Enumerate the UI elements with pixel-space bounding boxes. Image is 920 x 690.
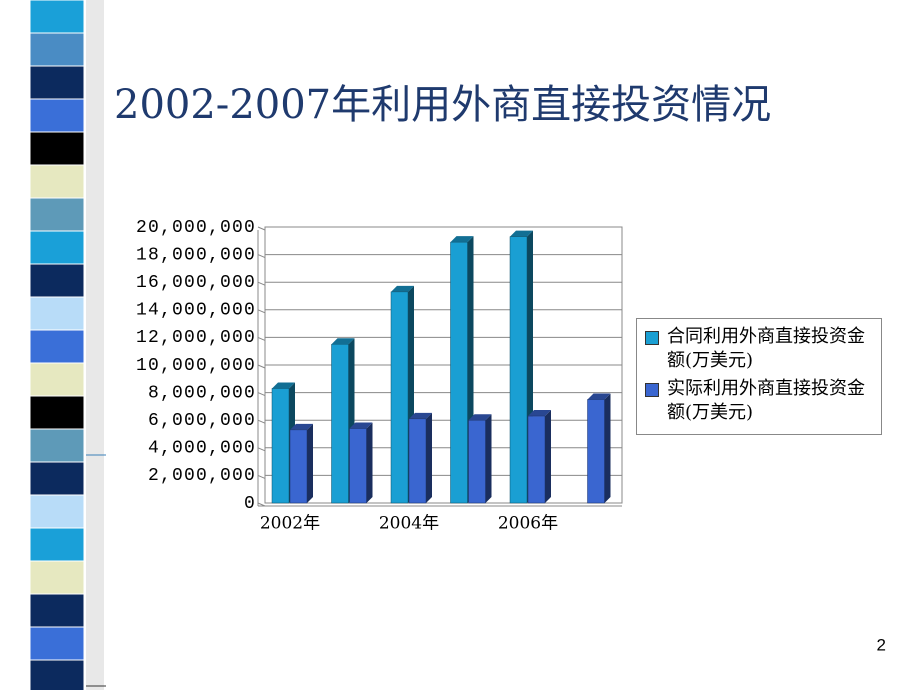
bar-side xyxy=(485,414,492,503)
y-tick-label: 10,000,000 xyxy=(136,356,256,376)
bar-top xyxy=(290,423,313,430)
bar-top xyxy=(409,412,432,419)
decor-square xyxy=(29,164,85,199)
decor-square xyxy=(29,263,85,298)
tick-mark xyxy=(257,419,266,424)
bar-top xyxy=(450,236,474,243)
y-tick-label: 12,000,000 xyxy=(136,328,256,348)
legend-item: 合同利用外商直接投资金额(万美元) xyxy=(641,325,877,373)
bar xyxy=(390,291,409,504)
bar xyxy=(468,419,486,504)
decor-square xyxy=(29,131,85,166)
x-tick-label: 2006年 xyxy=(498,514,558,534)
decor-square xyxy=(29,428,85,463)
decor-square xyxy=(29,659,85,690)
decor-square xyxy=(29,593,85,628)
y-tick-label: 4,000,000 xyxy=(148,439,256,459)
decor-square xyxy=(29,494,85,529)
bar xyxy=(527,415,546,504)
decor-square xyxy=(29,0,85,34)
bar-top xyxy=(391,285,414,292)
tick-mark xyxy=(257,364,266,369)
bar-side xyxy=(426,412,432,503)
decor-square xyxy=(29,395,85,430)
bar-side xyxy=(604,393,611,503)
y-tick-label: 2,000,000 xyxy=(148,466,256,486)
x-tick-label: 2002年 xyxy=(260,514,320,534)
decor-square xyxy=(29,296,85,331)
bar-side xyxy=(307,423,313,503)
legend-swatch xyxy=(645,331,659,345)
page-number: 2 xyxy=(877,635,886,654)
decor-square xyxy=(29,98,85,133)
decor-square xyxy=(29,32,85,67)
bar xyxy=(289,429,308,504)
bar-top xyxy=(331,338,355,345)
x-tick-label: 2004年 xyxy=(379,514,439,534)
y-tick-label: 20,000,000 xyxy=(136,218,256,238)
legend-label: 合同利用外商直接投资金额(万美元) xyxy=(667,326,865,371)
tick-mark xyxy=(257,336,266,341)
bar-top xyxy=(468,414,492,421)
decor-square xyxy=(29,362,85,397)
y-tick-label: 16,000,000 xyxy=(136,273,256,293)
bar xyxy=(349,428,367,504)
y-tick-label: 18,000,000 xyxy=(136,245,256,265)
decor-square xyxy=(29,197,85,232)
bar xyxy=(509,236,528,504)
bar-side xyxy=(366,422,373,503)
bar-top xyxy=(587,393,611,400)
decor-square xyxy=(29,626,85,661)
bar xyxy=(450,241,468,504)
decor-square xyxy=(29,560,85,595)
decor-strip xyxy=(29,0,85,690)
bar xyxy=(271,388,290,504)
bar-top xyxy=(272,382,295,389)
decor-square xyxy=(29,329,85,364)
bar-top xyxy=(510,230,533,237)
tick-mark xyxy=(257,392,266,397)
y-tick-label: 8,000,000 xyxy=(148,383,256,403)
y-tick-label: 14,000,000 xyxy=(136,301,256,321)
bar-top xyxy=(349,422,373,429)
tick-mark xyxy=(257,281,266,286)
tick-mark xyxy=(257,309,266,314)
bar xyxy=(587,399,605,504)
y-tick-label: 0 xyxy=(244,494,256,514)
bar-top xyxy=(528,410,551,417)
decor-shadow xyxy=(86,0,104,690)
slide-title: 2002-2007年利用外商直接投资情况 xyxy=(114,82,771,128)
legend-label: 实际利用外商直接投资金额(万美元) xyxy=(667,378,865,423)
legend-swatch xyxy=(645,383,659,397)
decor-square xyxy=(29,461,85,496)
bar-side xyxy=(545,410,551,503)
tick-mark xyxy=(257,226,266,231)
tick-mark xyxy=(257,474,266,479)
bar xyxy=(331,344,349,504)
tick-mark xyxy=(257,447,266,452)
bar xyxy=(408,418,427,504)
tick-mark xyxy=(257,254,266,259)
decor-square xyxy=(29,527,85,562)
legend-item: 实际利用外商直接投资金额(万美元) xyxy=(641,377,877,425)
legend: 合同利用外商直接投资金额(万美元) 实际利用外商直接投资金额(万美元) xyxy=(636,318,882,435)
decor-square xyxy=(29,65,85,100)
decor-square xyxy=(29,230,85,265)
y-tick-label: 6,000,000 xyxy=(148,411,256,431)
